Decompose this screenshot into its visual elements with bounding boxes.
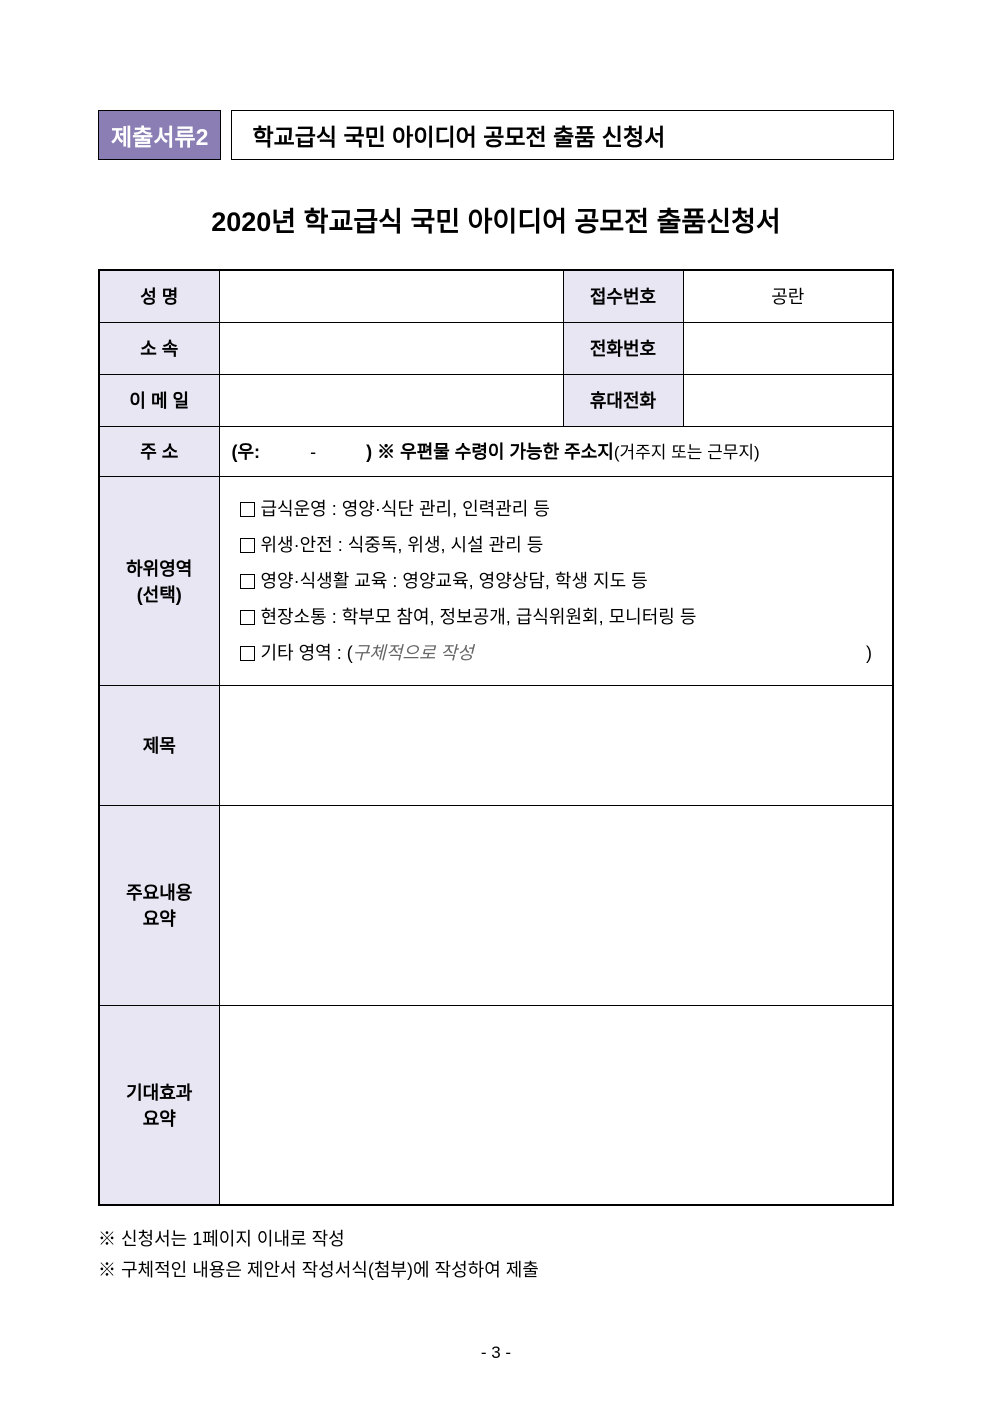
field-mobile[interactable] — [683, 374, 893, 426]
label-mobile: 휴대전화 — [563, 374, 683, 426]
field-phone[interactable] — [683, 322, 893, 374]
main-title: 2020년 학교급식 국민 아이디어 공모전 출품신청서 — [98, 200, 894, 239]
field-title[interactable] — [219, 685, 893, 805]
label-summary: 주요내용 요약 — [99, 805, 219, 1005]
address-dash: - — [310, 442, 316, 462]
subarea-option-4[interactable]: 현장소통 : 학부모 참여, 정보공개, 급식위원회, 모니터링 등 — [240, 599, 873, 635]
label-receipt-no: 접수번호 — [563, 270, 683, 322]
footnotes: ※ 신청서는 1페이지 이내로 작성 ※ 구체적인 내용은 제안서 작성서식(첨… — [98, 1224, 894, 1285]
label-phone: 전화번호 — [563, 322, 683, 374]
label-affiliation: 소 속 — [99, 322, 219, 374]
label-effect: 기대효과 요약 — [99, 1005, 219, 1205]
checkbox-icon[interactable] — [240, 646, 255, 661]
page-number: - 3 - — [0, 1343, 992, 1363]
checkbox-icon[interactable] — [240, 538, 255, 553]
subarea-option-2[interactable]: 위생·안전 : 식중독, 위생, 시설 관리 등 — [240, 527, 873, 563]
header-row: 제출서류2 학교급식 국민 아이디어 공모전 출품 신청서 — [98, 110, 894, 160]
address-hint: (거주지 또는 근무지) — [614, 443, 760, 462]
submission-badge: 제출서류2 — [98, 110, 221, 160]
checkbox-icon[interactable] — [240, 610, 255, 625]
label-address: 주 소 — [99, 426, 219, 476]
field-effect[interactable] — [219, 1005, 893, 1205]
footnote-2: ※ 구체적인 내용은 제안서 작성서식(첨부)에 작성하여 제출 — [98, 1255, 894, 1286]
other-hint: 구체적으로 작성 — [353, 643, 474, 663]
application-form-table: 성 명 접수번호 공란 소 속 전화번호 이 메 일 휴대전화 주 소 (우: … — [98, 269, 894, 1206]
address-prefix: (우: — [232, 442, 261, 462]
label-name: 성 명 — [99, 270, 219, 322]
subarea-option-3[interactable]: 영양·식생활 교육 : 영양교육, 영양상담, 학생 지도 등 — [240, 563, 873, 599]
checkbox-icon[interactable] — [240, 502, 255, 517]
field-affiliation[interactable] — [219, 322, 563, 374]
subarea-option-other[interactable]: 기타 영역 : (구체적으로 작성 ) — [240, 635, 873, 671]
other-close: ) — [866, 635, 872, 671]
header-title-box: 학교급식 국민 아이디어 공모전 출품 신청서 — [231, 110, 894, 160]
field-receipt-no: 공란 — [683, 270, 893, 322]
footnote-1: ※ 신청서는 1페이지 이내로 작성 — [98, 1224, 894, 1255]
address-suffix: ) ※ 우편물 수령이 가능한 주소지 — [366, 442, 614, 462]
field-summary[interactable] — [219, 805, 893, 1005]
label-email: 이 메 일 — [99, 374, 219, 426]
field-address[interactable]: (우: - ) ※ 우편물 수령이 가능한 주소지(거주지 또는 근무지) — [219, 426, 893, 476]
label-title: 제목 — [99, 685, 219, 805]
field-name[interactable] — [219, 270, 563, 322]
field-subarea: 급식운영 : 영양·식단 관리, 인력관리 등 위생·안전 : 식중독, 위생,… — [219, 476, 893, 685]
checkbox-icon[interactable] — [240, 574, 255, 589]
field-email[interactable] — [219, 374, 563, 426]
label-subarea: 하위영역 (선택) — [99, 476, 219, 685]
subarea-option-1[interactable]: 급식운영 : 영양·식단 관리, 인력관리 등 — [240, 491, 873, 527]
